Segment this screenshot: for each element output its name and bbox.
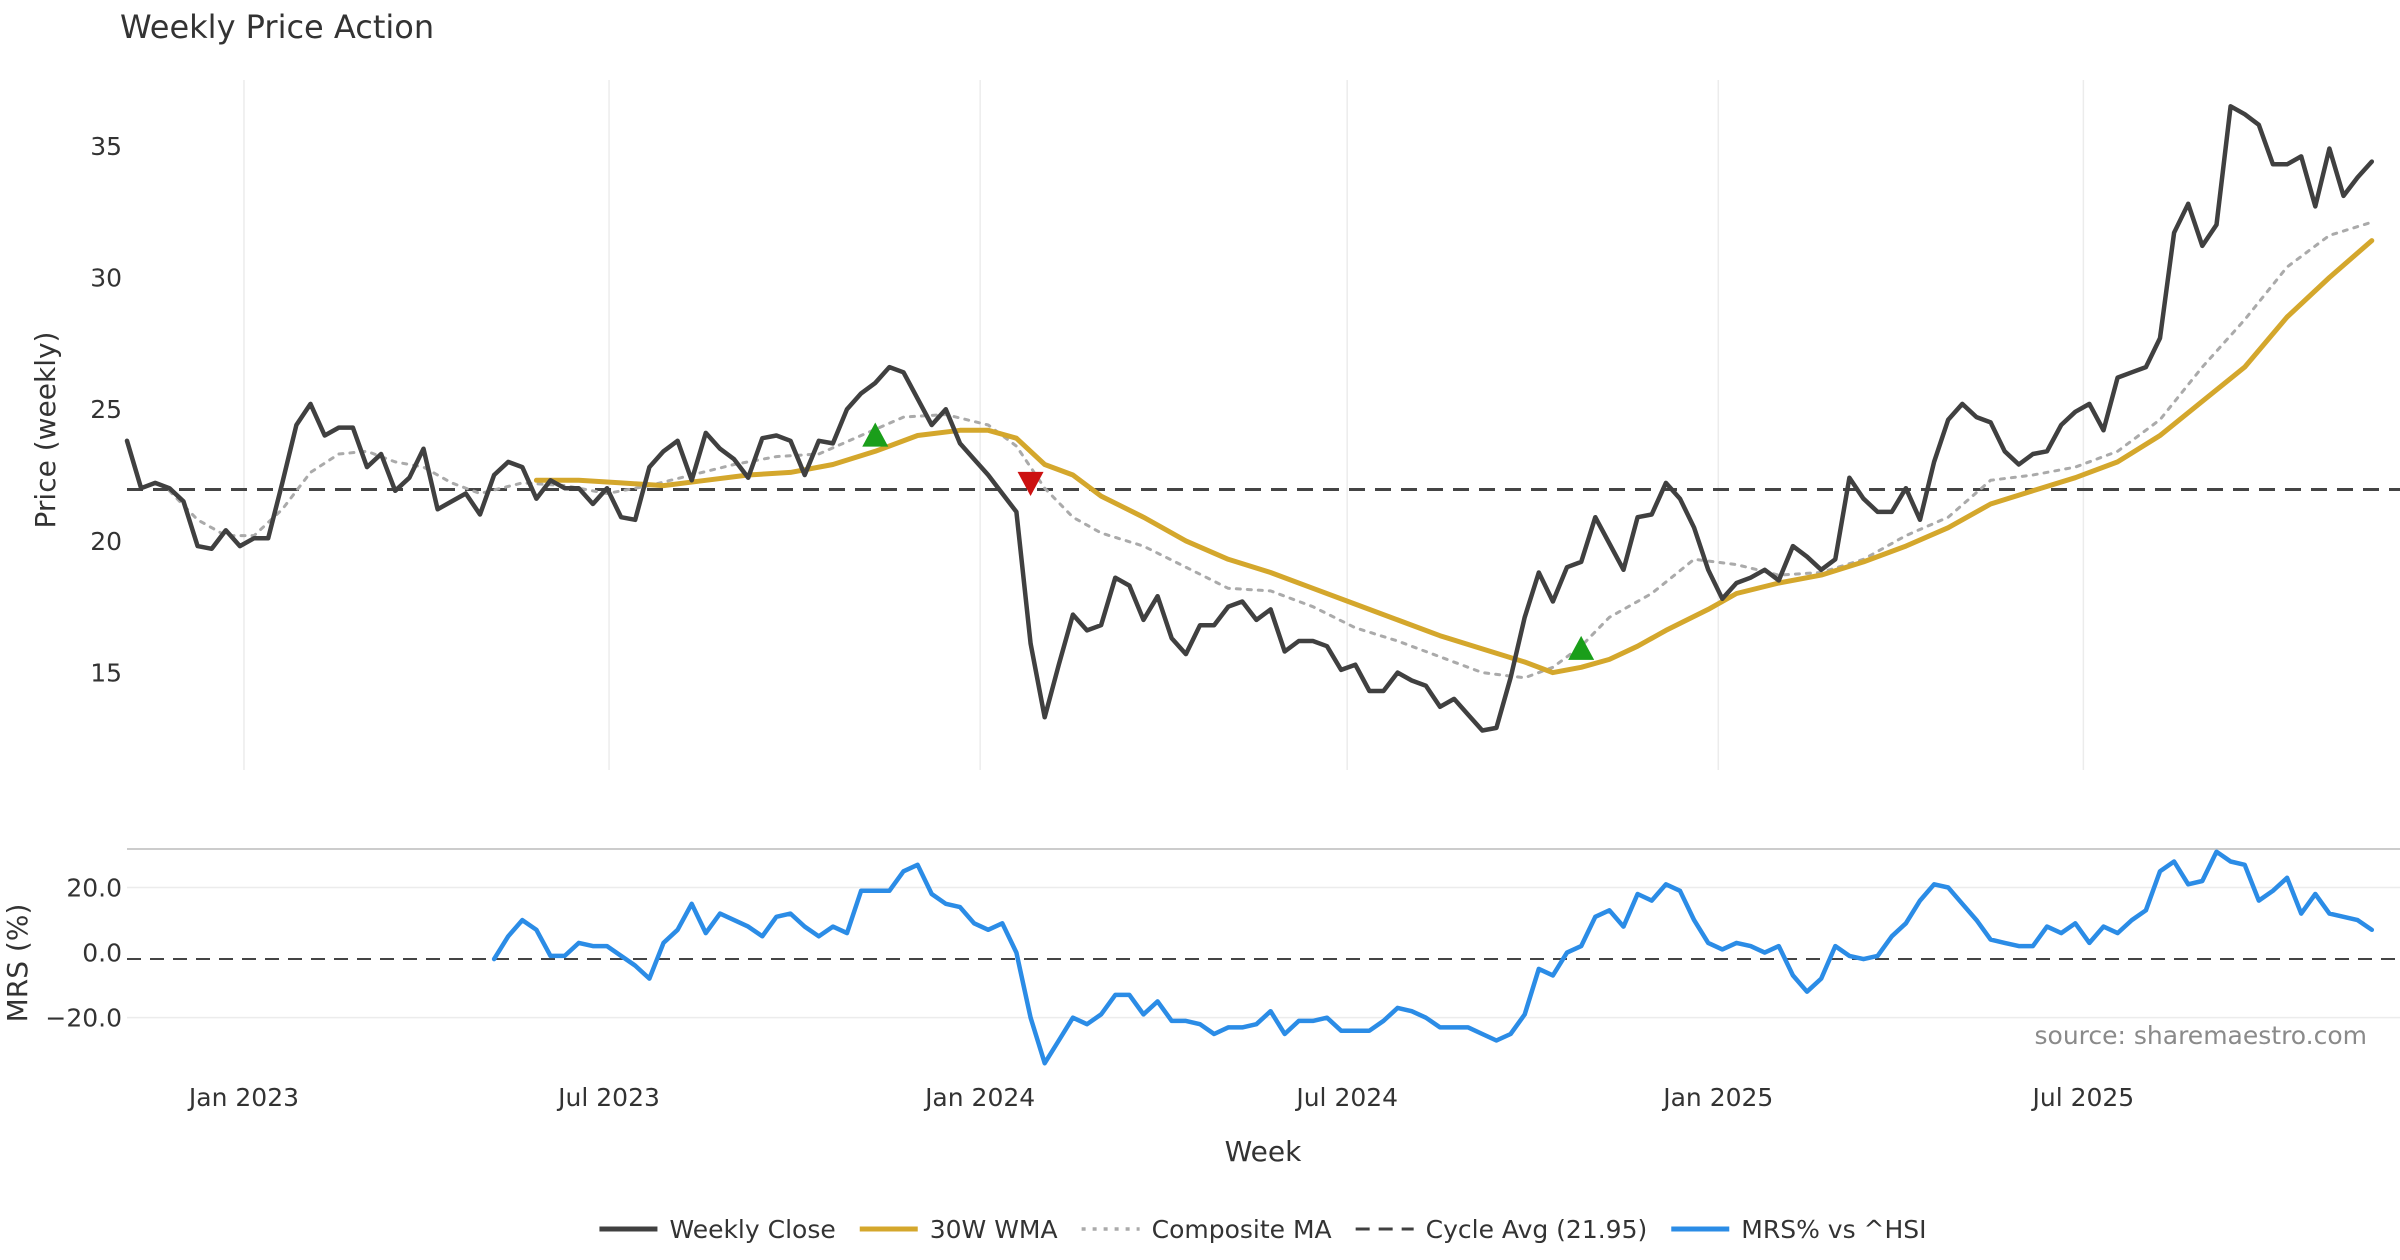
- legend-label: Cycle Avg (21.95): [1426, 1215, 1648, 1244]
- legend-label: Composite MA: [1152, 1215, 1332, 1244]
- mrs-series: [491, 849, 2375, 1066]
- price-y-tick-label: 25: [90, 395, 122, 424]
- mrs-y-ticks: 20.0 0.0 −20.0: [45, 874, 122, 1033]
- price-y-tick-label: 30: [90, 264, 122, 293]
- x-tick-label: Jan 2024: [923, 1083, 1035, 1112]
- legend: Weekly Close 30W WMA Composite MA Cycle Avg…: [599, 1215, 1927, 1244]
- x-tick-label: Jan 2025: [1661, 1083, 1773, 1112]
- mrs-y-tick-label: 0.0: [82, 939, 122, 968]
- x-tick-label: Jul 2024: [1294, 1083, 1398, 1112]
- price-y-tick-label: 20: [90, 527, 122, 556]
- x-tick-label: Jan 2023: [187, 1083, 299, 1112]
- mrs-y-tick-label: −20.0: [45, 1004, 122, 1033]
- series-composite-ma: [167, 220, 2374, 680]
- legend-label: MRS% vs ^HSI: [1741, 1215, 1926, 1244]
- legend-label: 30W WMA: [930, 1215, 1058, 1244]
- x-axis-label: Week: [1225, 1135, 1302, 1168]
- price-series: [124, 104, 2375, 733]
- price-panel: 15 20 25 30 35 Price (weekly): [29, 80, 2400, 770]
- price-y-axis-label: Price (weekly): [29, 332, 62, 529]
- series-mrs-vs-hsi: [491, 849, 2375, 1066]
- mrs-grid: [127, 886, 2400, 1019]
- price-y-tick-label: 15: [90, 659, 122, 688]
- legend-label: Weekly Close: [669, 1215, 835, 1244]
- mrs-y-axis-label: MRS (%): [1, 904, 34, 1023]
- chart-title: Weekly Price Action: [120, 8, 434, 46]
- sell-signal-marker: [1017, 471, 1044, 496]
- signal-markers: [862, 422, 1595, 660]
- x-tick-label: Jul 2023: [556, 1083, 660, 1112]
- x-axis-ticks: Jan 2023 Jul 2023 Jan 2024 Jul 2024 Jan 2025…: [187, 1083, 2134, 1112]
- source-note: source: sharemaestro.com: [2035, 1021, 2368, 1050]
- buy-signal-marker: [1568, 635, 1595, 660]
- mrs-panel: 20.0 0.0 −20.0 MRS (%) source: sharemaestr…: [1, 849, 2400, 1066]
- series-weekly-close: [124, 104, 2375, 733]
- price-y-tick-label: 35: [90, 132, 122, 161]
- buy-signal-marker: [862, 422, 889, 447]
- price-grid: [243, 80, 2085, 770]
- mrs-y-tick-label: 20.0: [66, 874, 122, 903]
- series-30w-wma: [533, 238, 2375, 676]
- price-y-ticks: 15 20 25 30 35: [90, 132, 122, 688]
- x-tick-label: Jul 2025: [2030, 1083, 2134, 1112]
